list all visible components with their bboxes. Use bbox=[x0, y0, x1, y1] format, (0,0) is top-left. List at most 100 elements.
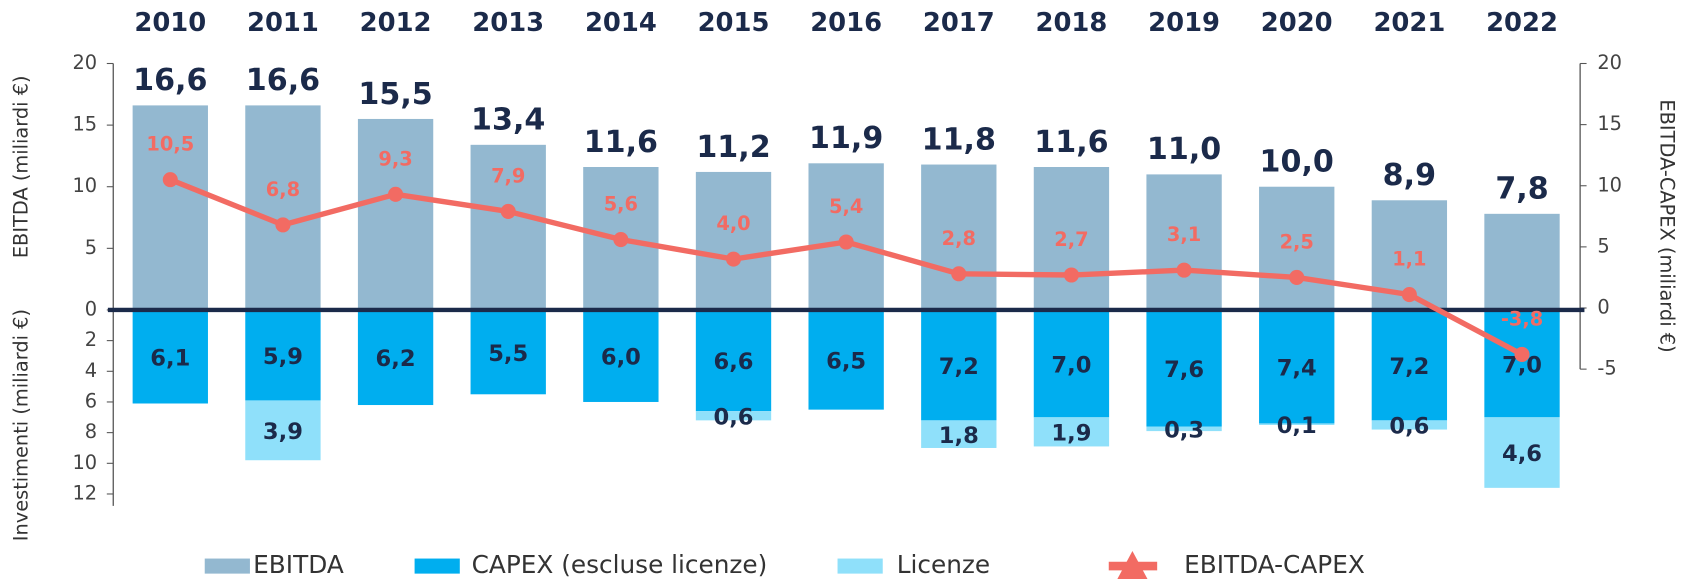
y3-tick-label: 8 bbox=[85, 420, 97, 443]
legend-swatch bbox=[837, 558, 883, 574]
investment-bar bbox=[1259, 423, 1335, 425]
x-tick-label: 2012 bbox=[360, 8, 432, 38]
investment-label: 7,0 bbox=[1051, 352, 1091, 378]
ebitda-bar bbox=[245, 105, 321, 310]
investment-label: 3,9 bbox=[263, 419, 303, 445]
ebitda-label: 15,5 bbox=[358, 77, 432, 112]
ebitda-label: 13,4 bbox=[471, 103, 545, 138]
line-label: 5,4 bbox=[829, 195, 863, 218]
y3-tick-label: 2 bbox=[85, 328, 97, 351]
line-label: 3,1 bbox=[1167, 223, 1201, 246]
line-marker bbox=[500, 203, 516, 219]
x-tick-label: 2013 bbox=[472, 8, 544, 38]
investment-bar bbox=[1033, 417, 1110, 447]
line-marker bbox=[1176, 262, 1192, 278]
y-tick-label: 0 bbox=[85, 297, 97, 320]
investment-label: 6,6 bbox=[713, 349, 753, 375]
y3-tick-label: 12 bbox=[72, 481, 97, 504]
investment-label: 0,6 bbox=[713, 404, 753, 430]
ebitda-label: 11,0 bbox=[1147, 132, 1221, 167]
investment-bar bbox=[1371, 420, 1448, 430]
investment-bar bbox=[1259, 309, 1335, 424]
investment-bar bbox=[1484, 309, 1560, 418]
investment-bar bbox=[132, 309, 208, 404]
line-marker bbox=[613, 232, 629, 248]
investment-bar bbox=[808, 309, 884, 410]
investment-bar bbox=[357, 309, 434, 406]
y-tick-label: 20 bbox=[72, 51, 97, 74]
line-label: 2,8 bbox=[942, 227, 976, 250]
line-marker bbox=[838, 234, 854, 250]
ebitda-bar bbox=[1259, 186, 1335, 310]
line-marker bbox=[1514, 346, 1530, 363]
legend-label: CAPEX (escluse licenze) bbox=[472, 550, 768, 579]
ebitda-bar bbox=[1484, 213, 1560, 310]
y3-tick-label: 6 bbox=[85, 389, 97, 412]
line-marker bbox=[1289, 269, 1305, 285]
y2-axis-title: EBITDA-CAPEX (miliardi €) bbox=[1656, 99, 1679, 352]
ebitda-label: 7,8 bbox=[1495, 172, 1548, 207]
investment-label: 7,2 bbox=[1389, 354, 1429, 380]
investment-bar bbox=[245, 400, 321, 461]
investment-label: 5,5 bbox=[488, 341, 528, 367]
line-marker bbox=[1063, 267, 1079, 283]
investment-bar bbox=[1146, 426, 1222, 432]
ebitda-bar bbox=[695, 171, 772, 310]
ebitda-bar bbox=[921, 164, 997, 310]
investment-bar bbox=[695, 411, 772, 421]
investment-label: 6,1 bbox=[150, 345, 190, 371]
ebitda-bar bbox=[357, 118, 434, 310]
investment-bar bbox=[470, 309, 546, 395]
line-label: 10,5 bbox=[146, 133, 194, 156]
ebitda-label: 11,8 bbox=[922, 122, 996, 157]
x-tick-label: 2015 bbox=[698, 8, 770, 38]
y-tick-label: 15 bbox=[72, 113, 97, 136]
investment-bar bbox=[583, 309, 659, 402]
y3-tick-label: 4 bbox=[85, 359, 97, 382]
y3-axis-title: Investimenti (miliardi €) bbox=[9, 309, 32, 541]
investment-label: 1,9 bbox=[1051, 421, 1091, 447]
ebitda-label: 11,9 bbox=[809, 121, 883, 156]
investment-bar bbox=[921, 309, 997, 421]
ebitda-bar bbox=[1146, 174, 1222, 310]
x-tick-label: 2011 bbox=[247, 8, 319, 38]
line-marker bbox=[1401, 287, 1417, 303]
line-marker bbox=[951, 266, 967, 282]
x-tick-label: 2021 bbox=[1373, 8, 1445, 38]
ebitda-bar bbox=[132, 105, 208, 310]
ebitda-label: 16,6 bbox=[246, 63, 320, 98]
ebitda-bar bbox=[1033, 167, 1110, 310]
line-marker bbox=[388, 186, 404, 202]
investment-label: 7,6 bbox=[1164, 357, 1204, 383]
line-label: 2,7 bbox=[1054, 228, 1088, 251]
ebitda-label: 8,9 bbox=[1383, 158, 1436, 193]
line-label: 2,5 bbox=[1280, 231, 1314, 254]
y2-tick-label: 10 bbox=[1597, 173, 1622, 196]
line-label: 7,9 bbox=[491, 164, 525, 187]
ebitda-bar bbox=[470, 144, 546, 310]
line-label: 1,1 bbox=[1392, 248, 1426, 271]
investment-bar bbox=[1146, 309, 1222, 427]
investment-label: 4,6 bbox=[1502, 441, 1542, 467]
legend-label: Licenze bbox=[897, 550, 990, 579]
line-label: 5,6 bbox=[604, 193, 638, 216]
investment-bar bbox=[921, 420, 997, 448]
y2-tick-label: 15 bbox=[1597, 112, 1622, 135]
investment-label: 0,1 bbox=[1277, 413, 1317, 439]
investment-bar bbox=[1033, 309, 1110, 418]
x-tick-label: 2017 bbox=[923, 8, 995, 38]
x-tick-label: 2016 bbox=[810, 8, 882, 38]
x-tick-label: 2010 bbox=[134, 8, 206, 38]
investment-label: 0,3 bbox=[1164, 417, 1204, 443]
ebitda-label: 16,6 bbox=[133, 63, 207, 98]
ebitda-label: 11,2 bbox=[696, 130, 770, 165]
legend-label: EBITDA bbox=[253, 550, 344, 579]
y-tick-label: 10 bbox=[72, 174, 97, 197]
legend-swatch bbox=[204, 558, 250, 574]
ebitda-label: 11,6 bbox=[584, 125, 658, 160]
y-axis-title: EBITDA (miliardi €) bbox=[9, 75, 32, 258]
y-tick-label: 5 bbox=[85, 236, 97, 259]
investment-bar bbox=[695, 309, 772, 412]
line-label: 6,8 bbox=[266, 178, 300, 201]
ebitda-label: 11,6 bbox=[1034, 125, 1108, 160]
